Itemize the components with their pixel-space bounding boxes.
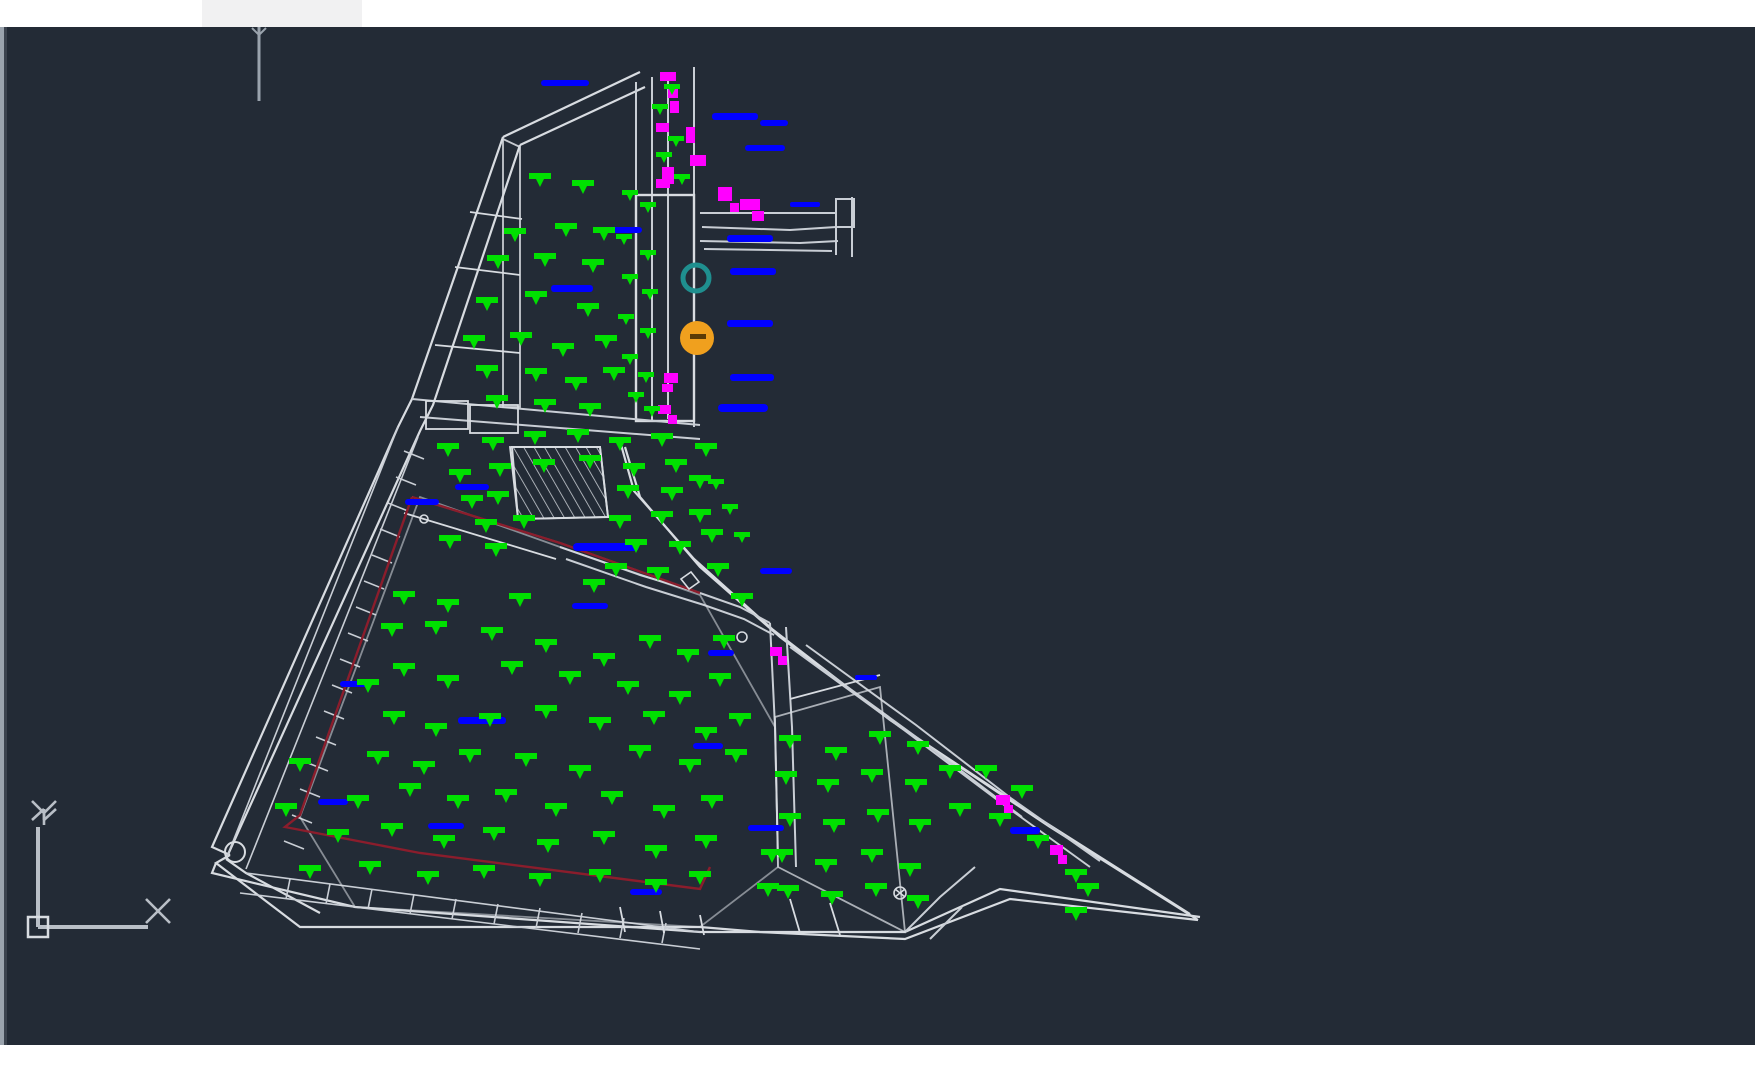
site-plan-vector	[26, 27, 1201, 950]
top-chrome-strip	[0, 0, 1755, 28]
left-rail-shadow	[4, 27, 7, 1045]
plot-outline-red	[282, 495, 712, 891]
ucs-x-label	[145, 898, 171, 924]
left-scroll-rail[interactable]	[0, 27, 4, 1045]
tree-symbols	[275, 84, 1099, 921]
services-magenta-blocks	[656, 72, 1067, 864]
teal-circle-marker[interactable]	[680, 262, 712, 294]
road-network	[411, 67, 1101, 940]
ucs-y-label	[31, 800, 57, 825]
top-leader-line	[251, 27, 267, 101]
bottom-chrome-strip	[0, 1045, 1755, 1080]
site-boundary	[210, 71, 1201, 941]
parking-ladder-nw	[225, 426, 425, 870]
parking-ladder-bottom	[239, 872, 701, 950]
ucs-axis-icon	[26, 800, 171, 939]
small-detail-symbol	[419, 514, 907, 900]
boundary-node-circle	[224, 841, 246, 863]
drawing-canvas[interactable]	[0, 27, 1755, 1045]
lot-outlines	[299, 137, 907, 936]
document-tab[interactable]	[202, 0, 362, 28]
